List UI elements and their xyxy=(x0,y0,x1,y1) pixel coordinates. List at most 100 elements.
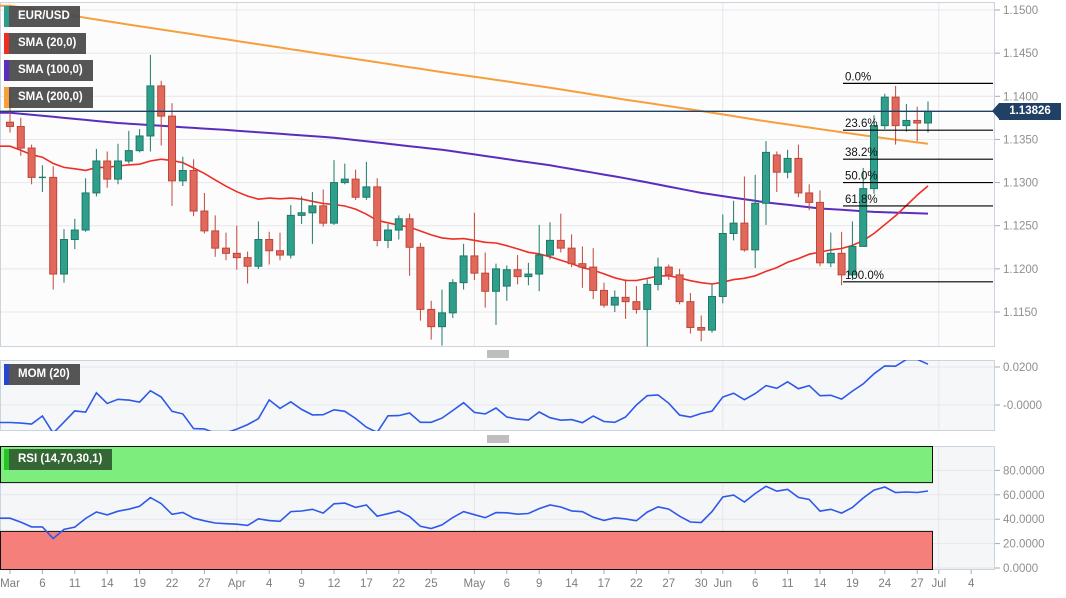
svg-text:30: 30 xyxy=(695,578,708,590)
candle-Apr-25 xyxy=(427,300,436,340)
candle-Apr-24 xyxy=(416,242,425,321)
svg-text:60.0000: 60.0000 xyxy=(1003,490,1045,502)
svg-text:1.1200: 1.1200 xyxy=(1003,264,1038,276)
divider-grip-icon[interactable] xyxy=(486,350,509,357)
candle-Jun-12 xyxy=(794,144,803,198)
candle-Apr-3 xyxy=(254,221,263,269)
candle-Mar-12 xyxy=(81,178,90,232)
candle-Jun-26 xyxy=(902,104,911,132)
candle-May-20 xyxy=(610,290,619,312)
svg-text:11: 11 xyxy=(69,578,81,590)
legend-sma200: SMA (200,0) xyxy=(4,87,93,108)
panel-resize-divider-1[interactable] xyxy=(0,348,995,359)
candle-Jun-19 xyxy=(848,221,857,281)
candle-Jun-17 xyxy=(826,232,835,268)
svg-text:17: 17 xyxy=(360,578,373,590)
svg-text:80.0000: 80.0000 xyxy=(1003,465,1045,477)
candle-May-28 xyxy=(675,268,684,305)
candle-May-23 xyxy=(643,279,652,347)
svg-text:14: 14 xyxy=(101,578,114,590)
svg-text:6: 6 xyxy=(504,578,510,590)
candle-May-17 xyxy=(600,282,608,308)
candle-Jun-14 xyxy=(816,190,824,267)
svg-text:22: 22 xyxy=(630,578,643,590)
current-price-badge: 1.13826 xyxy=(992,103,1061,120)
candle-Mar-19 xyxy=(135,129,144,153)
candle-May-15 xyxy=(578,246,587,288)
candle-Jun-6 xyxy=(751,174,760,268)
sma100-label: SMA (100,0) xyxy=(18,64,83,76)
candle-Mar-8 xyxy=(60,229,68,283)
divider-grip-icon[interactable] xyxy=(486,435,509,442)
candle-Apr-4 xyxy=(265,231,274,265)
mom-color-bar xyxy=(4,364,9,385)
mom-label: MOM (20) xyxy=(18,368,70,380)
candle-Mar-14 xyxy=(103,151,112,188)
candle-Jun-13 xyxy=(805,184,814,211)
svg-text:4: 4 xyxy=(968,578,975,590)
candle-Jun-5 xyxy=(740,176,749,252)
panel-resize-divider-2[interactable] xyxy=(0,432,995,445)
candle-Jun-11 xyxy=(783,149,792,179)
svg-text:0.0000: 0.0000 xyxy=(1003,563,1038,575)
svg-text:40.0000: 40.0000 xyxy=(1003,514,1045,526)
svg-text:9: 9 xyxy=(298,578,304,590)
candle-May-1 xyxy=(470,212,479,281)
svg-text:4: 4 xyxy=(266,578,273,590)
candle-Mar-26 xyxy=(189,159,198,217)
svg-text:14: 14 xyxy=(565,578,578,590)
x-axis-labels: Mar 6 11 14 19 22 27 Apr 4 9 12 17 22 25 May 6 9 14 17 22 27… xyxy=(0,570,975,590)
candle-Apr-16 xyxy=(351,169,360,200)
fib-label-50.0%: 50.0% xyxy=(845,171,878,183)
fib-label-100.0%: 100.0% xyxy=(845,270,884,282)
svg-text:Jul: Jul xyxy=(931,578,946,590)
svg-text:1.1250: 1.1250 xyxy=(1003,221,1038,233)
candle-Apr-19 xyxy=(384,223,392,249)
candles xyxy=(6,54,932,347)
candle-May-30 xyxy=(697,315,706,342)
rsi-label: RSI (14,70,30,1) xyxy=(18,453,103,465)
sma100-color-bar xyxy=(4,60,9,81)
svg-text:19: 19 xyxy=(133,578,146,590)
candle-Apr-26 xyxy=(438,289,446,346)
candle-Mar-22 xyxy=(168,103,176,206)
rsi-color-bar xyxy=(4,449,9,470)
candle-May-14 xyxy=(567,234,576,268)
candle-Apr-2 xyxy=(243,251,252,284)
candle-Apr-22 xyxy=(394,215,403,240)
svg-text:22: 22 xyxy=(166,578,179,590)
fib-retracement: 0.0% 23.6% 38.2% 50.0% 61.8% 100.0% xyxy=(843,71,993,283)
candle-Apr-23 xyxy=(405,213,414,276)
candle-Jun-3 xyxy=(718,214,727,304)
svg-text:6: 6 xyxy=(39,578,45,590)
candle-Apr-30 xyxy=(459,243,468,290)
rsi-oversold-band xyxy=(0,530,933,571)
candle-Jun-7 xyxy=(762,141,770,225)
fib-label-61.8%: 61.8% xyxy=(845,194,878,206)
svg-text:May: May xyxy=(464,578,486,590)
sma-20-line xyxy=(0,145,929,285)
svg-text:0.0200: 0.0200 xyxy=(1003,362,1038,374)
mom-axis-labels: 0.0200 -0.0000 xyxy=(995,362,1042,412)
candle-Apr-17 xyxy=(362,161,371,200)
svg-text:11: 11 xyxy=(782,578,794,590)
fib-label-38.2%: 38.2% xyxy=(845,147,878,159)
candle-Mar-13 xyxy=(92,148,101,197)
candle-May-7 xyxy=(513,255,522,285)
candle-May-3 xyxy=(492,263,500,325)
svg-text:Jun: Jun xyxy=(714,578,733,590)
sma200-label: SMA (200,0) xyxy=(18,91,83,103)
candle-Mar-11 xyxy=(70,218,79,250)
sma20-label: SMA (20,0) xyxy=(18,37,77,49)
candle-Mar-28 xyxy=(211,215,220,257)
svg-text:1.1350: 1.1350 xyxy=(1003,134,1038,146)
candle-Apr-11 xyxy=(319,189,328,227)
candle-May-21 xyxy=(621,279,630,319)
rsi-overbought-band xyxy=(0,446,933,484)
candle-Mar-4 xyxy=(16,117,25,156)
candle-May-27 xyxy=(664,264,673,281)
candle-Mar-6 xyxy=(38,165,46,193)
svg-text:17: 17 xyxy=(598,578,611,590)
sma-200-line xyxy=(0,4,929,145)
